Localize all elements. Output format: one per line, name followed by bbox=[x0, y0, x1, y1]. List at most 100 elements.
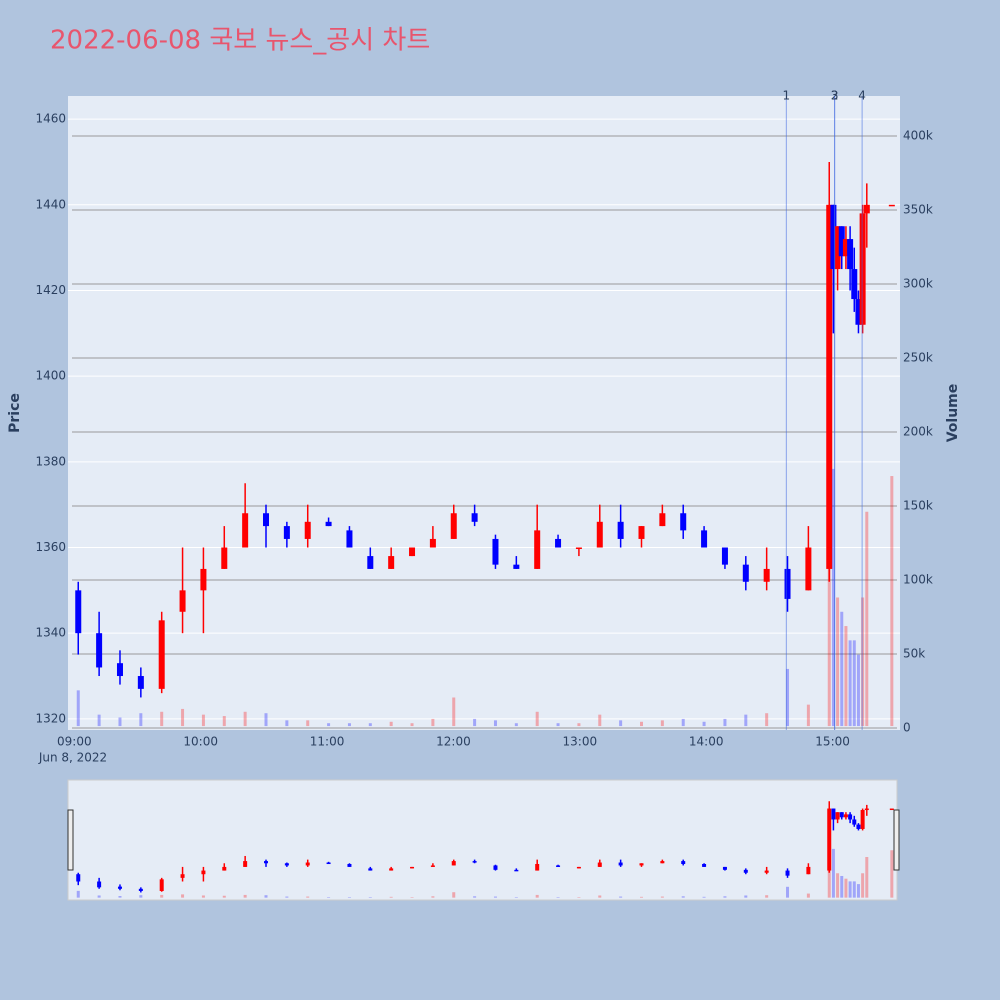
candle-body bbox=[859, 213, 866, 325]
volume-bar bbox=[852, 640, 856, 727]
candle-body bbox=[784, 568, 791, 599]
volume-bar bbox=[827, 440, 831, 727]
candle-body bbox=[721, 547, 728, 565]
volume-bar bbox=[410, 897, 414, 898]
candle-body bbox=[243, 861, 248, 867]
range-handle[interactable] bbox=[893, 809, 900, 871]
volume-bar bbox=[452, 697, 456, 727]
volume-bar bbox=[831, 468, 835, 727]
volume-bar bbox=[806, 704, 810, 727]
volume-bar bbox=[806, 893, 810, 898]
x-tick-label: 15:00 bbox=[815, 735, 850, 749]
x-date-label: Jun 8, 2022 bbox=[38, 751, 107, 765]
candle-body bbox=[159, 879, 164, 891]
volume-bar bbox=[285, 896, 289, 898]
candle-body bbox=[326, 862, 331, 865]
volume-bar bbox=[844, 878, 848, 898]
range-handle[interactable] bbox=[67, 809, 74, 871]
volume-bar bbox=[890, 850, 894, 898]
volume-bar bbox=[76, 690, 80, 727]
volume-bar bbox=[473, 896, 477, 898]
candle-body bbox=[826, 204, 833, 569]
volume-bar bbox=[836, 597, 840, 727]
candle-body bbox=[75, 590, 82, 634]
y2-tick-label: 150k bbox=[903, 498, 933, 512]
candle-body bbox=[535, 863, 540, 871]
volume-bar bbox=[556, 723, 560, 727]
candle-body bbox=[863, 204, 870, 214]
y2-tick-label: 200k bbox=[903, 424, 933, 438]
candle-body bbox=[534, 530, 541, 569]
event-label: 3 bbox=[831, 89, 839, 103]
candle-body bbox=[450, 513, 457, 539]
volume-bar bbox=[865, 857, 869, 898]
candle-body bbox=[493, 865, 498, 870]
volume-bar bbox=[222, 716, 226, 727]
y2-axis-title: Volume bbox=[945, 384, 961, 443]
y-tick-label: 1360 bbox=[35, 540, 66, 554]
volume-bar bbox=[181, 894, 185, 898]
volume-bar bbox=[118, 896, 122, 898]
candle-body bbox=[116, 663, 123, 677]
candle-body bbox=[138, 888, 143, 891]
volume-bar bbox=[327, 723, 331, 727]
candle-body bbox=[263, 513, 270, 527]
volume-bar bbox=[389, 721, 393, 727]
candle-body bbox=[843, 814, 848, 818]
volume-bar bbox=[702, 896, 706, 898]
volume-bar bbox=[306, 720, 310, 727]
volume-bar bbox=[243, 711, 247, 727]
volume-bar bbox=[514, 897, 518, 898]
candle-body bbox=[575, 547, 582, 550]
volume-bar bbox=[786, 886, 790, 898]
y-tick-label: 1340 bbox=[35, 626, 66, 640]
y2-tick-label: 100k bbox=[903, 572, 933, 586]
volume-bar bbox=[865, 511, 869, 727]
candle-body bbox=[305, 862, 310, 866]
candle-body bbox=[681, 861, 686, 864]
candle-body bbox=[492, 538, 499, 565]
volume-bar bbox=[744, 714, 748, 727]
y-axis-title: Price bbox=[7, 393, 23, 433]
candle-body bbox=[514, 869, 519, 872]
volume-bar bbox=[431, 896, 435, 898]
candle-body bbox=[889, 808, 894, 811]
candle-body bbox=[180, 874, 185, 878]
event-label: 1 bbox=[782, 89, 790, 103]
candle-body bbox=[283, 526, 290, 539]
volume-bar bbox=[765, 713, 769, 727]
volume-bar bbox=[493, 720, 497, 727]
candle-body bbox=[284, 863, 289, 866]
candle-body bbox=[264, 861, 269, 864]
candle-body bbox=[472, 861, 477, 863]
candle-body bbox=[835, 812, 840, 820]
volume-bar bbox=[535, 711, 539, 727]
volume-bar bbox=[639, 896, 643, 898]
y2-tick-label: 300k bbox=[903, 276, 933, 290]
volume-bar bbox=[514, 723, 518, 727]
y2-tick-label: 0 bbox=[903, 721, 911, 735]
volume-bar bbox=[840, 875, 844, 898]
volume-bar bbox=[347, 723, 351, 727]
x-tick-label: 09:00 bbox=[57, 735, 92, 749]
candle-body bbox=[638, 526, 645, 539]
volume-bar bbox=[139, 895, 143, 898]
range-slider[interactable] bbox=[67, 779, 898, 901]
y-tick-label: 1440 bbox=[35, 197, 66, 211]
x-tick-label: 12:00 bbox=[436, 735, 471, 749]
volume-bar bbox=[840, 611, 844, 727]
candle-body bbox=[827, 808, 832, 871]
y2-tick-label: 350k bbox=[903, 202, 933, 216]
candle-body bbox=[805, 547, 812, 591]
volume-bar bbox=[160, 711, 164, 727]
candle-body bbox=[660, 861, 665, 864]
candle-body bbox=[806, 866, 811, 875]
candle-body bbox=[856, 824, 861, 829]
candle-body bbox=[838, 226, 845, 257]
candle-body bbox=[158, 620, 165, 689]
x-tick-label: 11:00 bbox=[310, 735, 345, 749]
candle-body bbox=[556, 865, 561, 867]
volume-bar bbox=[201, 895, 205, 898]
candle-body bbox=[831, 808, 836, 820]
candle-body bbox=[389, 868, 394, 871]
